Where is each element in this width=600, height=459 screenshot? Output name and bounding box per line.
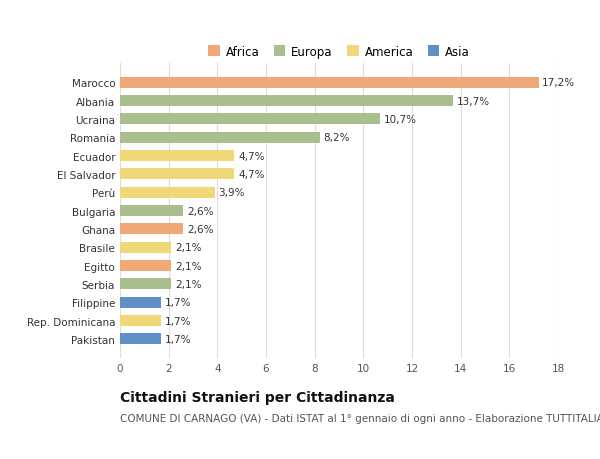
Bar [120, 315, 161, 326]
Bar [120, 133, 320, 144]
Bar [120, 78, 539, 89]
Text: COMUNE DI CARNAGO (VA) - Dati ISTAT al 1° gennaio di ogni anno - Elaborazione TU: COMUNE DI CARNAGO (VA) - Dati ISTAT al 1… [120, 413, 600, 423]
Text: Cittadini Stranieri per Cittadinanza: Cittadini Stranieri per Cittadinanza [120, 390, 395, 404]
Bar [120, 114, 380, 125]
Text: 10,7%: 10,7% [384, 115, 417, 125]
Text: 13,7%: 13,7% [457, 96, 490, 106]
Text: 1,7%: 1,7% [165, 297, 191, 308]
Text: 1,7%: 1,7% [165, 334, 191, 344]
Bar [120, 279, 171, 290]
Bar [120, 297, 161, 308]
Text: 2,6%: 2,6% [187, 224, 214, 235]
Text: 17,2%: 17,2% [542, 78, 575, 88]
Text: 2,6%: 2,6% [187, 206, 214, 216]
Text: 2,1%: 2,1% [175, 280, 201, 289]
Text: 4,7%: 4,7% [238, 169, 265, 179]
Bar [120, 261, 171, 272]
Text: 2,1%: 2,1% [175, 261, 201, 271]
Text: 8,2%: 8,2% [323, 133, 350, 143]
Legend: Africa, Europa, America, Asia: Africa, Europa, America, Asia [203, 41, 475, 63]
Bar [120, 96, 454, 107]
Bar [120, 151, 235, 162]
Bar [120, 224, 183, 235]
Bar [120, 206, 183, 217]
Bar [120, 187, 215, 198]
Text: 1,7%: 1,7% [165, 316, 191, 326]
Bar [120, 334, 161, 345]
Bar [120, 242, 171, 253]
Text: 3,9%: 3,9% [218, 188, 245, 198]
Bar [120, 169, 235, 180]
Text: 4,7%: 4,7% [238, 151, 265, 161]
Text: 2,1%: 2,1% [175, 243, 201, 253]
